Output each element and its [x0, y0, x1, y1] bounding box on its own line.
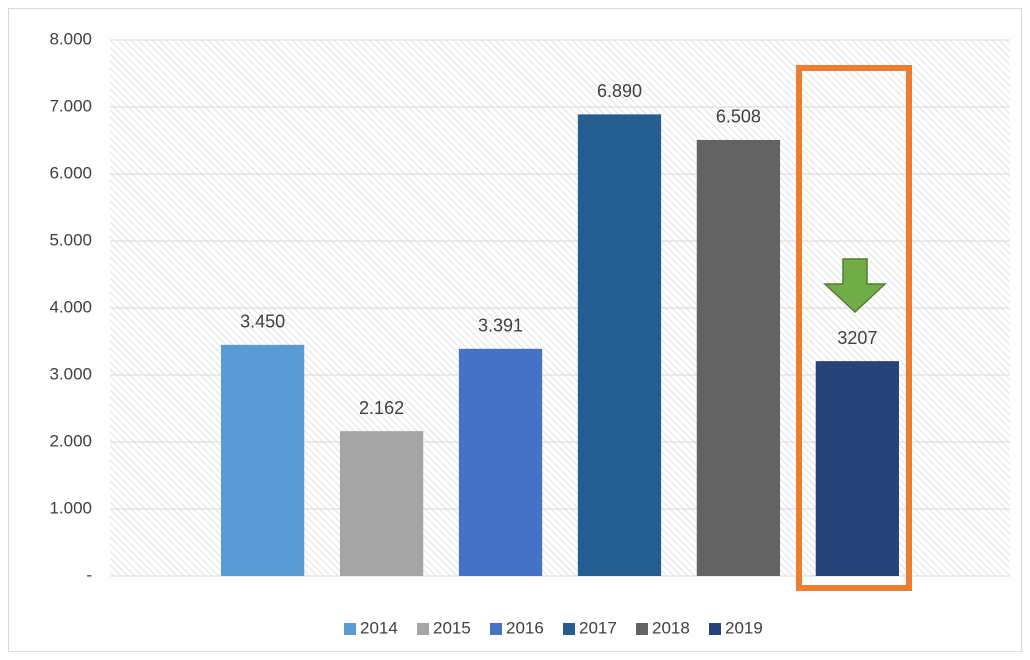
data-label: 3207 [837, 328, 877, 348]
legend-swatch [709, 623, 721, 635]
data-label: 6.890 [597, 81, 642, 101]
bar [815, 361, 900, 576]
highlight-box [796, 65, 912, 591]
legend-label: 2015 [433, 618, 471, 637]
legend-label: 2017 [579, 618, 617, 637]
y-tick-label: 1.000 [49, 498, 92, 517]
legend-label: 2018 [652, 618, 690, 637]
y-tick-label: 5.000 [49, 230, 92, 249]
legend-swatch [563, 623, 575, 635]
y-tick-label: 7.000 [49, 96, 92, 115]
bar [220, 344, 305, 576]
y-tick-label: 4.000 [49, 297, 92, 316]
legend-label: 2019 [725, 618, 763, 637]
data-label: 3.450 [240, 312, 285, 332]
legend-swatch [490, 623, 502, 635]
bar [577, 114, 662, 577]
y-tick-label: 2.000 [49, 431, 92, 450]
bar [458, 348, 543, 576]
legend-label: 2014 [360, 618, 398, 637]
y-tick-label: - [86, 565, 92, 584]
legend-swatch [417, 623, 429, 635]
legend-label: 2016 [506, 618, 544, 637]
data-label: 6.508 [716, 107, 761, 127]
data-label: 2.162 [359, 398, 404, 418]
y-tick-label: 6.000 [49, 163, 92, 182]
legend-swatch [344, 623, 356, 635]
bar [696, 139, 781, 577]
down-arrow [823, 258, 887, 314]
bar [339, 431, 424, 576]
y-tick-label: 8.000 [49, 29, 92, 48]
data-label: 3.391 [478, 316, 523, 336]
y-tick-label: 3.000 [49, 364, 92, 383]
legend-swatch [636, 623, 648, 635]
